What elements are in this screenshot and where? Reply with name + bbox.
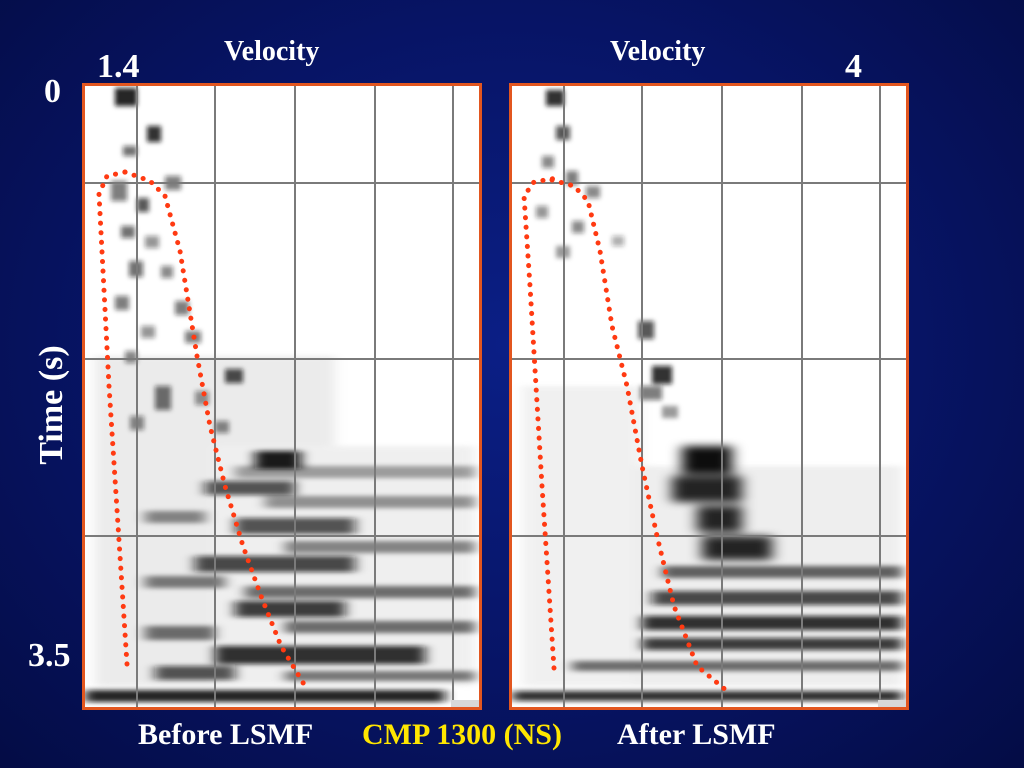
velocity-picks-before <box>96 168 308 689</box>
pick-curve-lower <box>521 175 560 671</box>
pick-curve-lower <box>96 168 133 667</box>
time-axis-label: Time (s) <box>33 345 70 465</box>
semblance-plot-after <box>512 86 906 707</box>
corner-marker <box>878 700 906 707</box>
velocity-title-left: Velocity <box>224 36 320 67</box>
velocity-min-label: 1.4 <box>97 48 140 85</box>
caption-cmp: CMP 1300 (NS) <box>362 718 562 751</box>
velocity-picks-after <box>521 175 730 694</box>
semblance-plot-before <box>85 86 479 707</box>
semblance-panel-before <box>82 83 482 710</box>
pick-curve-upper <box>122 169 308 689</box>
time-top-label: 0 <box>44 73 61 110</box>
caption-after: After LSMF <box>617 718 776 751</box>
velocity-max-label: 4 <box>845 48 862 85</box>
time-bottom-label: 3.5 <box>28 637 71 674</box>
corner-marker <box>451 700 479 707</box>
caption-before: Before LSMF <box>138 718 314 751</box>
semblance-peak <box>672 446 772 560</box>
semblance-panel-after <box>509 83 909 710</box>
pick-curve-upper <box>549 177 730 694</box>
velocity-grid <box>512 86 906 707</box>
velocity-title-right: Velocity <box>610 36 706 67</box>
